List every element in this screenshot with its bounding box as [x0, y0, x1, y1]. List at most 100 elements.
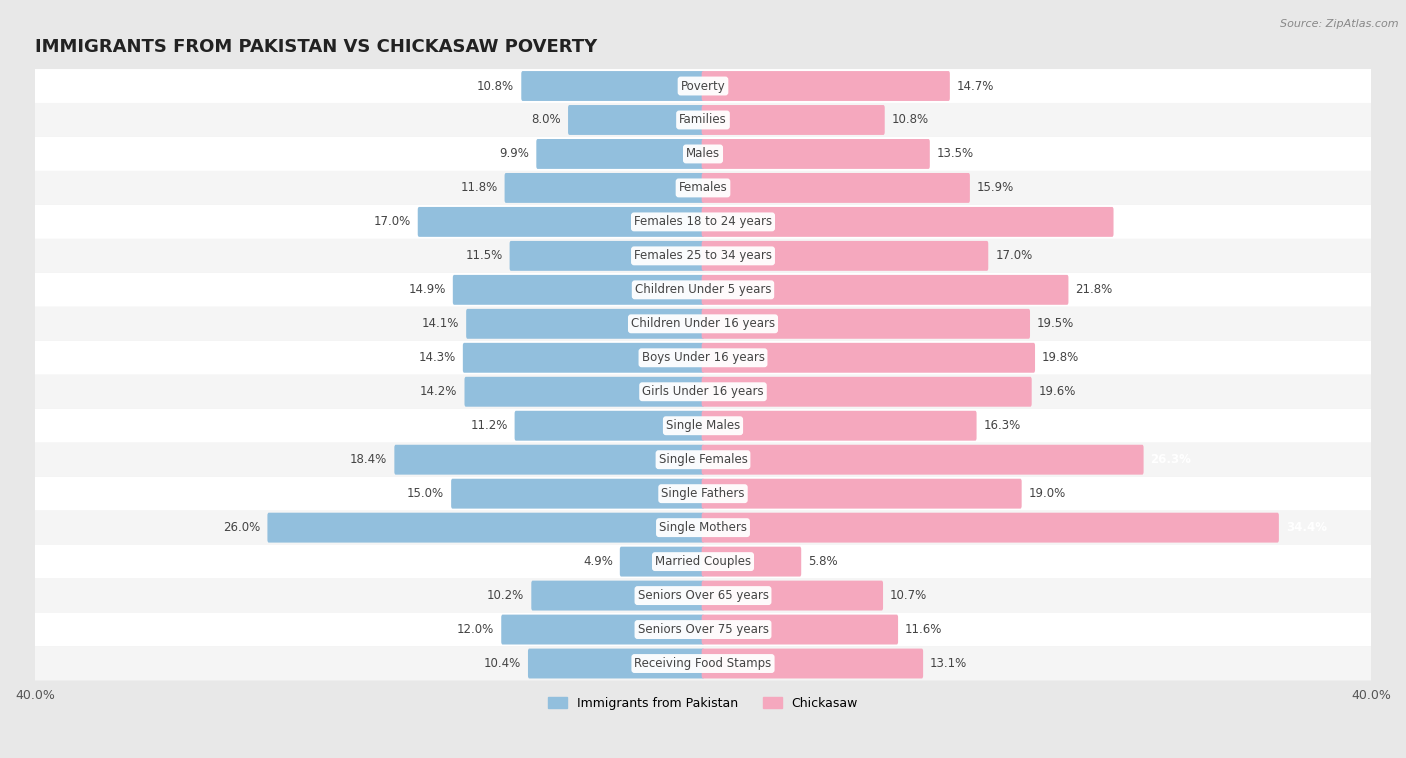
- Text: IMMIGRANTS FROM PAKISTAN VS CHICKASAW POVERTY: IMMIGRANTS FROM PAKISTAN VS CHICKASAW PO…: [35, 38, 598, 56]
- FancyBboxPatch shape: [35, 205, 1371, 239]
- Text: 10.4%: 10.4%: [484, 657, 522, 670]
- Text: 17.0%: 17.0%: [374, 215, 411, 228]
- Text: 17.0%: 17.0%: [995, 249, 1032, 262]
- FancyBboxPatch shape: [35, 578, 1371, 612]
- FancyBboxPatch shape: [35, 103, 1371, 137]
- FancyBboxPatch shape: [702, 411, 977, 440]
- FancyBboxPatch shape: [35, 477, 1371, 511]
- Legend: Immigrants from Pakistan, Chickasaw: Immigrants from Pakistan, Chickasaw: [543, 692, 863, 715]
- FancyBboxPatch shape: [702, 275, 1069, 305]
- FancyBboxPatch shape: [702, 615, 898, 644]
- FancyBboxPatch shape: [702, 445, 1143, 475]
- FancyBboxPatch shape: [702, 547, 801, 577]
- Text: 24.5%: 24.5%: [1121, 215, 1161, 228]
- Text: 19.6%: 19.6%: [1039, 385, 1076, 398]
- Text: 26.3%: 26.3%: [1150, 453, 1191, 466]
- Text: 34.4%: 34.4%: [1286, 522, 1327, 534]
- Text: 10.8%: 10.8%: [891, 114, 929, 127]
- Text: Seniors Over 65 years: Seniors Over 65 years: [637, 589, 769, 602]
- Text: Children Under 5 years: Children Under 5 years: [634, 283, 772, 296]
- FancyBboxPatch shape: [702, 207, 1114, 236]
- Text: Females 18 to 24 years: Females 18 to 24 years: [634, 215, 772, 228]
- FancyBboxPatch shape: [35, 511, 1371, 545]
- Text: Source: ZipAtlas.com: Source: ZipAtlas.com: [1281, 19, 1399, 29]
- Text: 14.1%: 14.1%: [422, 318, 460, 330]
- Text: 10.8%: 10.8%: [477, 80, 515, 92]
- Text: 9.9%: 9.9%: [499, 148, 529, 161]
- FancyBboxPatch shape: [463, 343, 704, 373]
- FancyBboxPatch shape: [509, 241, 704, 271]
- Text: Receiving Food Stamps: Receiving Food Stamps: [634, 657, 772, 670]
- Text: Females: Females: [679, 181, 727, 194]
- FancyBboxPatch shape: [35, 409, 1371, 443]
- Text: Single Females: Single Females: [658, 453, 748, 466]
- FancyBboxPatch shape: [35, 69, 1371, 103]
- Text: Single Fathers: Single Fathers: [661, 487, 745, 500]
- Text: 19.0%: 19.0%: [1029, 487, 1066, 500]
- Text: Girls Under 16 years: Girls Under 16 years: [643, 385, 763, 398]
- FancyBboxPatch shape: [505, 173, 704, 203]
- FancyBboxPatch shape: [568, 105, 704, 135]
- FancyBboxPatch shape: [702, 139, 929, 169]
- Text: Families: Families: [679, 114, 727, 127]
- FancyBboxPatch shape: [35, 239, 1371, 273]
- Text: 19.8%: 19.8%: [1042, 351, 1080, 365]
- Text: 11.8%: 11.8%: [460, 181, 498, 194]
- FancyBboxPatch shape: [529, 649, 704, 678]
- Text: 14.2%: 14.2%: [420, 385, 457, 398]
- FancyBboxPatch shape: [702, 173, 970, 203]
- Text: 4.9%: 4.9%: [583, 555, 613, 568]
- FancyBboxPatch shape: [453, 275, 704, 305]
- FancyBboxPatch shape: [35, 545, 1371, 578]
- Text: 13.5%: 13.5%: [936, 148, 974, 161]
- Text: 15.9%: 15.9%: [977, 181, 1014, 194]
- FancyBboxPatch shape: [35, 647, 1371, 681]
- FancyBboxPatch shape: [467, 309, 704, 339]
- FancyBboxPatch shape: [35, 137, 1371, 171]
- Text: Seniors Over 75 years: Seniors Over 75 years: [637, 623, 769, 636]
- FancyBboxPatch shape: [702, 71, 950, 101]
- FancyBboxPatch shape: [267, 512, 704, 543]
- Text: 14.9%: 14.9%: [408, 283, 446, 296]
- Text: 11.5%: 11.5%: [465, 249, 502, 262]
- Text: 11.6%: 11.6%: [905, 623, 942, 636]
- FancyBboxPatch shape: [620, 547, 704, 577]
- FancyBboxPatch shape: [394, 445, 704, 475]
- Text: 10.2%: 10.2%: [486, 589, 524, 602]
- Text: Males: Males: [686, 148, 720, 161]
- FancyBboxPatch shape: [35, 273, 1371, 307]
- FancyBboxPatch shape: [702, 105, 884, 135]
- FancyBboxPatch shape: [502, 615, 704, 644]
- FancyBboxPatch shape: [35, 171, 1371, 205]
- Text: 18.4%: 18.4%: [350, 453, 387, 466]
- Text: Children Under 16 years: Children Under 16 years: [631, 318, 775, 330]
- Text: 14.7%: 14.7%: [957, 80, 994, 92]
- Text: 14.3%: 14.3%: [419, 351, 456, 365]
- Text: 21.8%: 21.8%: [1076, 283, 1112, 296]
- Text: Single Males: Single Males: [666, 419, 740, 432]
- FancyBboxPatch shape: [702, 241, 988, 271]
- Text: Poverty: Poverty: [681, 80, 725, 92]
- FancyBboxPatch shape: [702, 649, 924, 678]
- Text: 26.0%: 26.0%: [224, 522, 260, 534]
- FancyBboxPatch shape: [35, 374, 1371, 409]
- Text: 15.0%: 15.0%: [406, 487, 444, 500]
- Text: Single Mothers: Single Mothers: [659, 522, 747, 534]
- FancyBboxPatch shape: [35, 307, 1371, 341]
- Text: 8.0%: 8.0%: [531, 114, 561, 127]
- FancyBboxPatch shape: [531, 581, 704, 610]
- FancyBboxPatch shape: [702, 512, 1279, 543]
- FancyBboxPatch shape: [35, 612, 1371, 647]
- FancyBboxPatch shape: [702, 377, 1032, 407]
- FancyBboxPatch shape: [35, 341, 1371, 374]
- Text: 12.0%: 12.0%: [457, 623, 495, 636]
- FancyBboxPatch shape: [522, 71, 704, 101]
- Text: Females 25 to 34 years: Females 25 to 34 years: [634, 249, 772, 262]
- Text: 13.1%: 13.1%: [931, 657, 967, 670]
- FancyBboxPatch shape: [35, 443, 1371, 477]
- FancyBboxPatch shape: [702, 309, 1031, 339]
- Text: Married Couples: Married Couples: [655, 555, 751, 568]
- FancyBboxPatch shape: [451, 479, 704, 509]
- Text: Boys Under 16 years: Boys Under 16 years: [641, 351, 765, 365]
- FancyBboxPatch shape: [464, 377, 704, 407]
